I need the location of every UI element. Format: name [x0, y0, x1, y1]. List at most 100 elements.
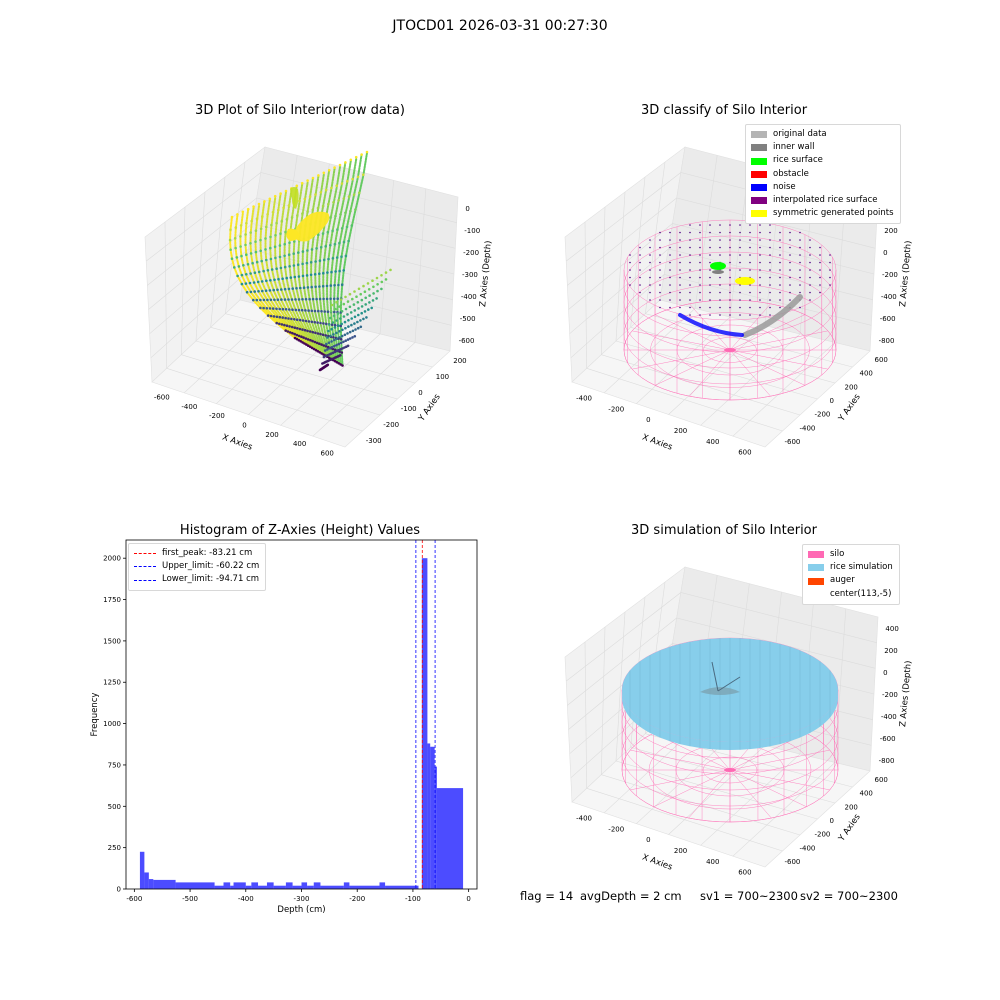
- raw-point: [278, 307, 281, 311]
- histogram-bar: [214, 885, 224, 889]
- interpolated-point: [819, 284, 821, 286]
- raw-point: [368, 301, 371, 304]
- raw-point: [265, 258, 268, 262]
- interpolated-point: [789, 276, 791, 279]
- interpolated-point: [679, 299, 681, 301]
- interpolated-point: [729, 284, 731, 286]
- y-tick-label: -600: [785, 438, 801, 446]
- raw-point: [302, 336, 305, 339]
- interpolated-point: [729, 269, 731, 271]
- interpolated-point: [769, 239, 771, 241]
- legend-label: inner wall: [773, 142, 815, 153]
- raw-point: [295, 337, 299, 341]
- interpolated-point: [759, 291, 761, 294]
- interpolated-point: [679, 231, 681, 234]
- raw-point: [344, 295, 347, 299]
- interpolated-point: [759, 231, 761, 234]
- interpolated-point: [809, 269, 811, 271]
- raw-point: [279, 192, 282, 195]
- raw-point: [354, 208, 357, 211]
- interpolated-point: [729, 231, 731, 234]
- interpolated-point: [689, 299, 691, 301]
- raw-point: [355, 295, 358, 298]
- legend-line: [134, 579, 156, 581]
- raw-point: [351, 297, 354, 301]
- raw-point: [327, 168, 331, 172]
- raw-point: [290, 325, 294, 329]
- interpolated-point: [679, 269, 681, 271]
- raw-point: [339, 324, 343, 328]
- raw-point: [261, 215, 264, 218]
- raw-point: [300, 335, 303, 338]
- interpolated-point: [719, 306, 721, 309]
- interpolated-point: [759, 314, 761, 316]
- z-tick-label: 0: [465, 205, 469, 213]
- silo-floor-spoke: [654, 349, 731, 386]
- raw-point: [236, 213, 239, 216]
- silo-ring: [623, 251, 837, 353]
- interpolated-point: [669, 231, 671, 234]
- interpolated-point: [739, 269, 741, 271]
- histogram-bar: [285, 882, 293, 889]
- raw-point: [372, 285, 375, 289]
- raw-point: [340, 255, 343, 258]
- raw-point: [260, 280, 264, 283]
- raw-point: [315, 341, 319, 345]
- raw-point: [330, 323, 334, 326]
- histogram-bar: [175, 882, 215, 889]
- classify-legend: original data inner wall rice surface obsta…: [745, 124, 901, 225]
- raw-point: [276, 298, 280, 301]
- histogram-bar: [343, 882, 350, 889]
- interpolated-point: [739, 284, 741, 286]
- histogram-chart: -600 -500 -400 -300 -200 -100 0 0 250 500 750 1000 1…: [90, 539, 478, 915]
- interpolated-point: [829, 269, 831, 271]
- interpolated-point: [629, 276, 631, 279]
- raw-point: [254, 240, 257, 243]
- silo-floor-spoke: [729, 330, 828, 351]
- interpolated-point: [689, 306, 691, 309]
- inner-wall-points: [712, 270, 724, 274]
- raw-point: [288, 331, 292, 334]
- interpolated-point: [789, 269, 791, 271]
- interpolated-point: [799, 306, 801, 309]
- raw-point: [298, 318, 302, 322]
- raw-point: [298, 327, 302, 331]
- raw-point: [287, 253, 291, 256]
- raw-point: [284, 329, 287, 332]
- y-tick-label: 1000: [103, 720, 121, 728]
- raw-point: [306, 210, 309, 214]
- legend-entry: original data: [751, 128, 894, 141]
- raw-point: [310, 346, 314, 350]
- legend-swatch: [808, 590, 824, 598]
- y-tick-label: 1500: [103, 637, 121, 645]
- legend-swatch: [751, 183, 767, 191]
- histogram-bar: [233, 882, 246, 889]
- raw-point: [330, 340, 333, 343]
- interpolated-point: [689, 231, 691, 234]
- raw-point: [316, 332, 320, 335]
- histogram-bar: [307, 885, 314, 889]
- raw-point: [239, 224, 243, 227]
- x-tick-label: -200: [349, 895, 365, 903]
- raw-point: [269, 279, 272, 282]
- interpolated-point: [639, 284, 641, 286]
- x-tick-label: 0: [466, 895, 470, 903]
- raw-point: [293, 336, 297, 340]
- legend-label: first_peak: -83.21 cm: [162, 548, 253, 558]
- interpolated-point: [819, 276, 821, 279]
- interpolated-point: [829, 276, 831, 279]
- interpolated-point: [649, 269, 651, 271]
- raw-point: [317, 174, 320, 177]
- raw-point: [342, 315, 346, 318]
- raw-point: [287, 298, 290, 301]
- raw-point: [335, 301, 338, 304]
- raw-point: [268, 307, 272, 310]
- raw-point: [352, 303, 356, 306]
- interpolated-point: [669, 254, 671, 256]
- raw-point: [333, 284, 336, 287]
- raw-point: [297, 251, 300, 254]
- raw-point: [330, 345, 334, 349]
- raw-point: [318, 342, 321, 345]
- interpolated-point: [729, 261, 731, 264]
- raw-point: [332, 201, 335, 204]
